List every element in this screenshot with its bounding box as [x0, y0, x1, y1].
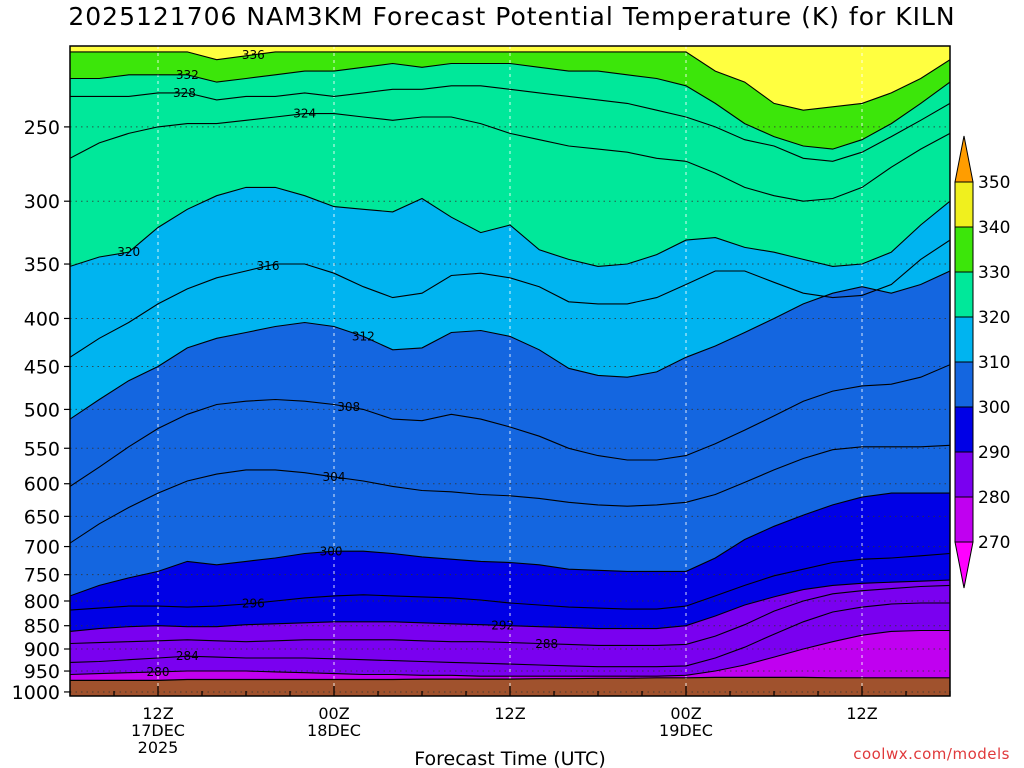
contour-label: 284	[176, 649, 199, 663]
y-tick-label: 1000	[12, 682, 60, 704]
contour-line-300	[70, 492, 950, 597]
colorbar-legend: 270 280 290 300 310 320 330 340 350	[954, 135, 1010, 589]
contour-label: 288	[535, 637, 558, 651]
contour-line-324	[70, 113, 950, 202]
contour-line-304	[70, 444, 950, 544]
contour-line-296	[70, 552, 950, 611]
x-tick-label: 00Z	[318, 704, 349, 723]
colorbar-band	[954, 226, 974, 273]
y-tick-label: 550	[24, 438, 60, 460]
colorbar-label: 300	[978, 398, 1010, 418]
x-tick-label: 12Z	[846, 704, 877, 723]
y-tick-label: 800	[24, 591, 60, 613]
contour-line-284	[70, 602, 950, 668]
x-tick-label: 2025	[138, 738, 179, 757]
x-axis-label: Forecast Time (UTC)	[414, 748, 605, 768]
colorbar-top-arrow	[954, 135, 974, 183]
y-tick-label: 950	[24, 661, 60, 683]
contour-line-308	[70, 364, 950, 487]
colorbar-label: 290	[978, 443, 1010, 463]
contour-line-328	[70, 85, 950, 162]
contour-line-280	[70, 629, 950, 677]
colorbar-label: 340	[978, 218, 1010, 238]
y-tick-label: 600	[24, 474, 60, 496]
colorbar-label: 320	[978, 308, 1010, 328]
x-tick-label: 12Z	[142, 704, 173, 723]
surface-line	[70, 676, 950, 681]
contour-label-layer: 336 332 328 324 320 316 312 308 304 300 296 292 288 2…	[117, 48, 558, 679]
colorbar-band	[954, 406, 974, 453]
y-tick-label: 900	[24, 639, 60, 661]
colorbar-band	[954, 361, 974, 408]
colorbar-label: 310	[978, 353, 1010, 373]
contour-line-288	[70, 584, 950, 646]
contour-label: 332	[176, 68, 199, 82]
contour-line-316	[70, 239, 950, 358]
contour-label: 336	[242, 48, 265, 62]
colorbar-label: 350	[978, 173, 1010, 193]
y-tick-label: 700	[24, 537, 60, 559]
y-tick-label: 400	[24, 308, 60, 330]
colorbar-band	[954, 451, 974, 498]
colorbar-label: 280	[978, 488, 1010, 508]
contour-label: 308	[337, 400, 360, 414]
contour-layer	[70, 51, 950, 681]
colorbar-band	[954, 181, 974, 228]
y-tick-label: 250	[24, 117, 60, 139]
contour-label: 296	[242, 596, 265, 610]
y-tick-label: 850	[24, 616, 60, 638]
x-tick-label: 19DEC	[659, 721, 713, 740]
contour-label: 320	[117, 245, 140, 259]
y-tick-label: 750	[24, 565, 60, 587]
colorbar-bottom-arrow	[954, 541, 974, 589]
x-tick-label: 17DEC	[131, 721, 185, 740]
contour-line-320	[70, 186, 950, 267]
contour-line-312	[70, 270, 950, 420]
x-tick-label: 00Z	[670, 704, 701, 723]
y-tick-label: 450	[24, 356, 60, 378]
contour-line-292	[70, 579, 950, 632]
contour-label: 300	[320, 544, 343, 558]
colorbar-band	[954, 496, 974, 543]
y-axis: 2503003504004505005506006507007508008509…	[12, 117, 70, 704]
chart-title: 2025121706 NAM3KM Forecast Potential Tem…	[68, 2, 956, 31]
y-tick-label: 650	[24, 506, 60, 528]
contour-label: 312	[352, 329, 375, 343]
contour-label: 304	[323, 470, 346, 484]
contour-label: 316	[257, 259, 280, 273]
colorbar-band	[954, 271, 974, 318]
y-tick-label: 350	[24, 254, 60, 276]
x-tick-label: 12Z	[494, 704, 525, 723]
credit-link[interactable]: coolwx.com/models	[853, 745, 1010, 763]
colorbar-label: 270	[978, 533, 1010, 553]
colorbar-band	[954, 316, 974, 363]
contour-line-332	[70, 62, 950, 150]
contour-label: 292	[491, 618, 514, 632]
colorbar-label: 330	[978, 263, 1010, 283]
x-tick-label: 18DEC	[307, 721, 361, 740]
contour-label: 324	[293, 107, 316, 121]
contour-label: 328	[173, 86, 196, 100]
y-tick-label: 500	[24, 399, 60, 421]
contour-label: 280	[147, 665, 170, 679]
contour-line-336	[70, 51, 950, 111]
y-tick-label: 300	[24, 191, 60, 213]
